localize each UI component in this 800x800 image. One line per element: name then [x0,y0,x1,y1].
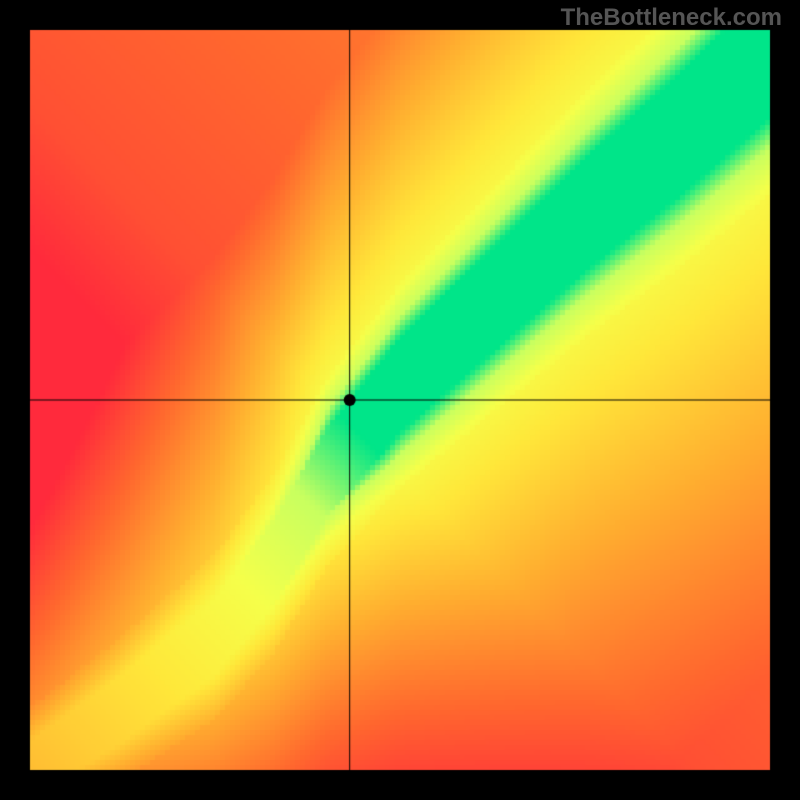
watermark-text: TheBottleneck.com [561,4,782,32]
heatmap-canvas [0,0,800,800]
chart-container: TheBottleneck.com [0,0,800,800]
